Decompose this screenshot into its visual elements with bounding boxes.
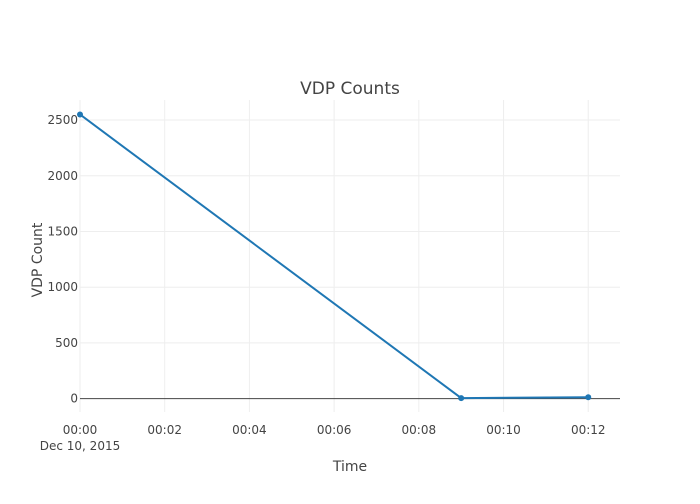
- x-tick-label: 00:06: [317, 423, 352, 437]
- y-tick-label: 500: [55, 336, 78, 350]
- x-tick-label: 00:00: [63, 423, 98, 437]
- data-point[interactable]: [458, 395, 465, 402]
- y-tick-label: 2500: [47, 113, 78, 127]
- y-tick-label: 0: [70, 392, 78, 406]
- label-layer: VDP Counts Time VDP Count: [30, 79, 400, 475]
- axis-layer: 0 500 1000 1500 2000 2500 00:00 00:02 00:04 00:06…: [40, 113, 620, 453]
- y-axis-title: VDP Count: [30, 222, 46, 297]
- x-tick-label: 00:12: [571, 423, 606, 437]
- y-tick-label: 1000: [47, 280, 78, 294]
- chart-title: VDP Counts: [300, 79, 400, 99]
- x-tick-label: 00:04: [232, 423, 267, 437]
- x-tick-label: 00:02: [147, 423, 182, 437]
- x-tick-label: 00:08: [402, 423, 437, 437]
- y-tick-label: 2000: [47, 169, 78, 183]
- grid-layer: [79, 100, 620, 412]
- data-point[interactable]: [585, 394, 592, 401]
- x-axis-title: Time: [332, 459, 367, 475]
- x-date-label: Dec 10, 2015: [40, 439, 120, 453]
- data-point[interactable]: [77, 111, 83, 118]
- y-tick-label: 1500: [47, 224, 78, 238]
- series-layer: [77, 111, 592, 402]
- x-tick-label: 00:10: [486, 423, 521, 437]
